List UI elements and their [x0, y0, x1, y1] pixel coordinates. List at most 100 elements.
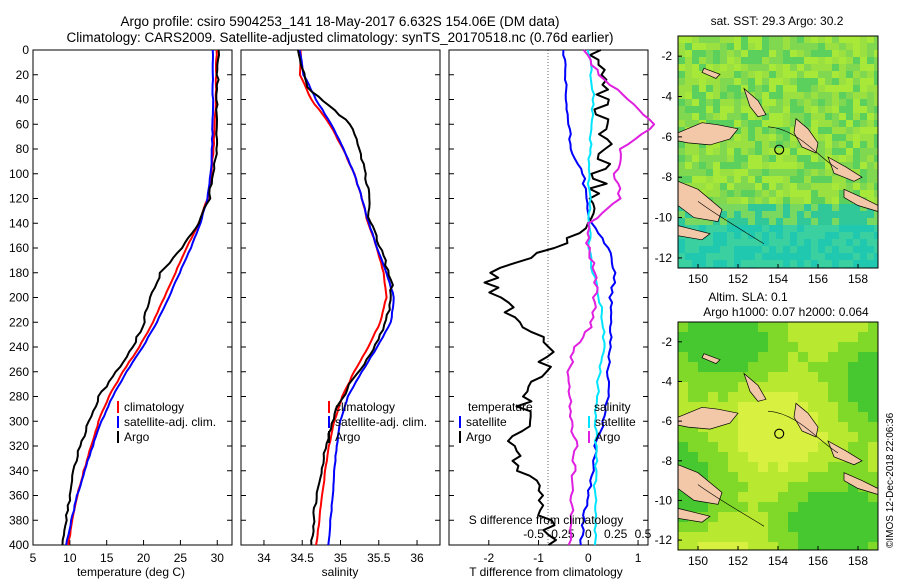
map-cell [804, 85, 812, 93]
map-cell [755, 64, 763, 72]
map-cell [783, 155, 791, 163]
map-cell [783, 232, 791, 240]
map-cell [868, 402, 879, 413]
map-cell [708, 332, 719, 343]
map-cell [798, 382, 809, 393]
map-cell [790, 50, 798, 58]
map-cell [734, 176, 742, 184]
map-cell [839, 141, 847, 149]
map-cell [848, 442, 859, 453]
map-cell [867, 218, 875, 226]
map-cell [798, 442, 809, 453]
ytick-label: 100 [9, 167, 29, 181]
map-cell [860, 50, 868, 58]
map-cell [867, 190, 875, 198]
map-cell [727, 197, 735, 205]
map-cell [748, 225, 756, 233]
map-cell [734, 225, 742, 233]
map-cell [768, 532, 779, 543]
map-cell [790, 197, 798, 205]
map-cell [804, 197, 812, 205]
map-cell [776, 169, 784, 177]
map-cell [853, 148, 861, 156]
map-cell [874, 113, 879, 121]
map-cell [846, 141, 854, 149]
map-cell [828, 412, 839, 423]
legend-temperature-title: temperature [468, 400, 533, 414]
map-cell [706, 36, 714, 44]
map-cell [758, 472, 769, 483]
map-cell [846, 183, 854, 191]
map-cell [828, 402, 839, 413]
map-cell [874, 36, 879, 44]
map-cell [867, 211, 875, 219]
map-cell [874, 43, 879, 51]
map-cell [832, 120, 840, 128]
map-cell [828, 352, 839, 363]
map-cell [741, 50, 749, 58]
map-cell [738, 322, 749, 333]
map-cell [685, 92, 693, 100]
map-cell [748, 472, 759, 483]
map-cell [727, 239, 735, 247]
map-cell [713, 141, 721, 149]
map-cell [778, 392, 789, 403]
map-cell [769, 218, 777, 226]
map-cell [846, 78, 854, 86]
map-cell [874, 99, 879, 107]
map-cell [748, 442, 759, 453]
ytick-label: 320 [9, 439, 29, 453]
map-cell [706, 246, 714, 254]
map-cell [713, 99, 721, 107]
map-ytick-label: -4 [661, 90, 672, 104]
map-cell [838, 382, 849, 393]
map-cell [874, 260, 879, 268]
map-cell [832, 85, 840, 93]
map-cell [853, 36, 861, 44]
map-cell [839, 36, 847, 44]
map-cell [828, 422, 839, 433]
map-cell [755, 225, 763, 233]
map-cell [688, 502, 699, 513]
map-cell [867, 239, 875, 247]
map-cell [769, 253, 777, 261]
map-cell [738, 352, 749, 363]
map-cell [755, 148, 763, 156]
map-cell [762, 50, 770, 58]
map-cell [678, 106, 686, 114]
legend-temp-satellite: satellite [466, 415, 507, 429]
xtick-label: 34 [257, 551, 271, 565]
map-cell [825, 71, 833, 79]
map-cell [708, 542, 719, 551]
map-cell [846, 120, 854, 128]
map-cell [867, 246, 875, 254]
map-cell [741, 239, 749, 247]
map-cell [718, 452, 729, 463]
map-cell [783, 148, 791, 156]
map-cell [828, 432, 839, 443]
map-cell [699, 155, 707, 163]
map-cell [790, 127, 798, 135]
map-cell [776, 134, 784, 142]
map-cell [741, 78, 749, 86]
map-cell [874, 197, 879, 205]
map-cell [867, 99, 875, 107]
map-cell [797, 253, 805, 261]
map-cell [825, 148, 833, 156]
map-cell [858, 542, 869, 551]
land [827, 440, 863, 466]
ytick-label: 80 [16, 142, 30, 156]
map-cell [776, 92, 784, 100]
map-ytick-label: -6 [661, 130, 672, 144]
map-cell [718, 462, 729, 473]
map-cell [755, 197, 763, 205]
map-cell [790, 43, 798, 51]
map-cell [727, 148, 735, 156]
map-cell [708, 532, 719, 543]
map-cell [748, 342, 759, 353]
map-cell [804, 92, 812, 100]
map-cell [768, 502, 779, 513]
map-cell [678, 78, 686, 86]
map-cell [804, 211, 812, 219]
map-cell [798, 502, 809, 513]
